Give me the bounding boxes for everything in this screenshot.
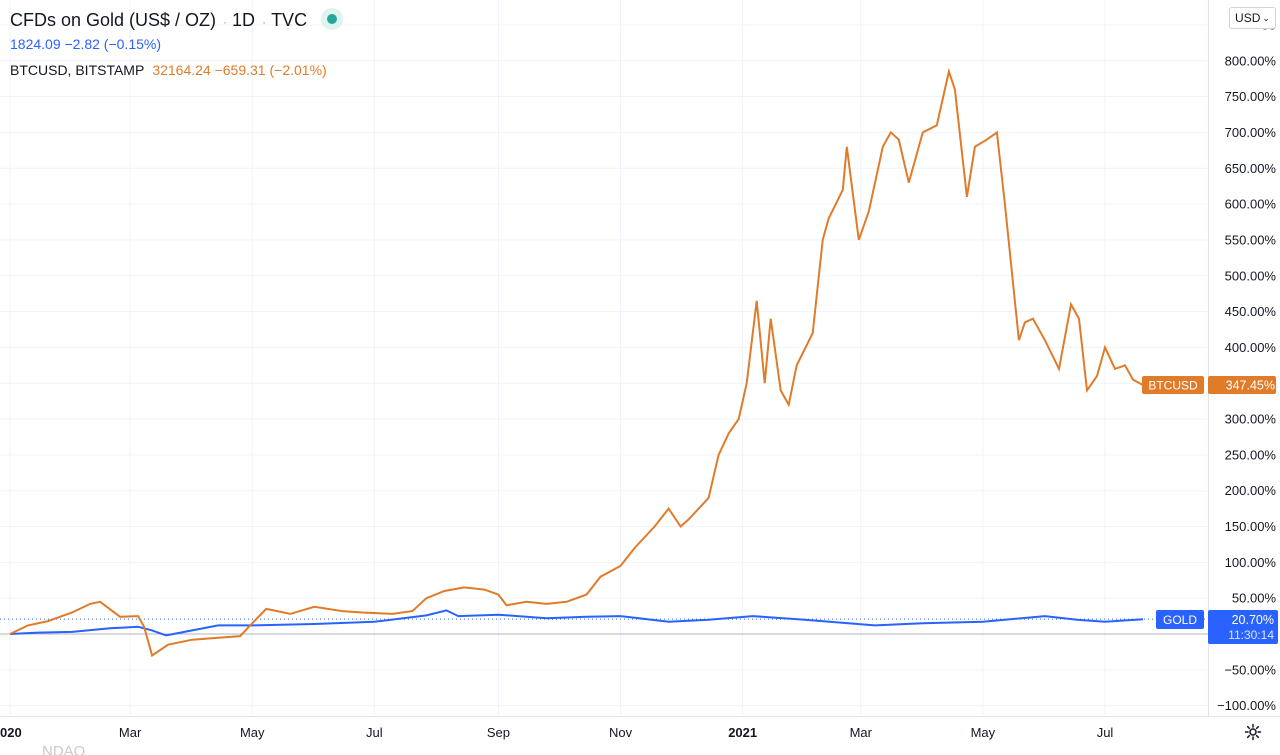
y-tick-label: 200.00%: [1225, 483, 1277, 498]
compare-symbol[interactable]: BTCUSD, BITSTAMP: [10, 62, 145, 78]
gold-tag: GOLD: [1163, 613, 1197, 627]
y-tick-label: 700.00%: [1225, 125, 1277, 140]
btc-tag: BTCUSD: [1148, 379, 1198, 393]
x-tick-label: Jul: [1097, 725, 1114, 740]
series-line-gold: [9, 609, 1144, 637]
separator-dot: ·: [223, 15, 228, 29]
x-tick-label: Mar: [850, 725, 873, 740]
y-tick-label: 550.00%: [1225, 232, 1277, 247]
gold-countdown: 11:30:14: [1228, 628, 1274, 642]
y-tick-label: 650.00%: [1225, 161, 1277, 176]
y-tick-label: 100.00%: [1225, 555, 1277, 570]
x-tick-label: May: [240, 725, 265, 740]
y-tick-label: 50.00%: [1232, 591, 1277, 606]
interval[interactable]: 1D: [232, 10, 256, 30]
y-tick-label: 600.00%: [1225, 197, 1277, 212]
x-axis[interactable]: 020 Mar May Jul Sep Nov 2021 Mar May Jul: [0, 725, 1113, 740]
currency-label: USD: [1235, 11, 1261, 25]
series-line-btcusd: [9, 67, 1144, 658]
compare-legend[interactable]: BTCUSD, BITSTAMP 32164.24 −659.31 (−2.01%…: [10, 62, 327, 78]
x-tick-label: May: [971, 725, 996, 740]
separator-dot: ·: [262, 15, 267, 29]
gear-icon: [1244, 723, 1262, 741]
x-tick-label: Mar: [119, 725, 142, 740]
y-tick-label: 450.00%: [1225, 304, 1277, 319]
x-tick-label: Nov: [609, 725, 633, 740]
y-tick-label: 500.00%: [1225, 268, 1277, 283]
currency-button[interactable]: USD ⌄: [1229, 7, 1276, 29]
y-tick-label: 750.00%: [1225, 89, 1277, 104]
x-tick-label: 020: [0, 725, 22, 740]
symbol-header[interactable]: CFDs on Gold (US$ / OZ) · 1D · TVC: [10, 8, 344, 31]
y-tick-label: −50.00%: [1224, 662, 1276, 677]
btc-value: 347.45%: [1226, 379, 1275, 393]
chevron-down-icon: ⌄: [1262, 12, 1270, 23]
live-dot-icon: [321, 8, 344, 30]
y-axis[interactable]: −100.00%−50.00%0.00%50.00%100.00%150.00%…: [1217, 17, 1276, 713]
settings-button[interactable]: [1238, 718, 1268, 746]
gold-price-label: GOLD 20.70% 11:30:14: [1156, 610, 1278, 644]
y-tick-label: −100.00%: [1217, 698, 1276, 713]
btc-price-label: BTCUSD 347.45%: [1142, 376, 1276, 394]
grid-lines: [0, 0, 1208, 716]
y-tick-label: 250.00%: [1225, 447, 1277, 462]
gold-quote: 1824.09 −2.82 (−0.15%): [10, 36, 162, 52]
y-tick-label: 150.00%: [1225, 519, 1277, 534]
x-tick-label: 2021: [728, 725, 757, 740]
x-tick-label: Jul: [366, 725, 383, 740]
symbol-title[interactable]: CFDs on Gold (US$ / OZ): [10, 10, 217, 30]
watermark: NDAQ: [42, 743, 85, 755]
y-tick-label: 400.00%: [1225, 340, 1277, 355]
x-tick-label: Sep: [487, 725, 510, 740]
y-tick-label: 800.00%: [1225, 53, 1277, 68]
gold-value: 20.70%: [1232, 613, 1274, 627]
compare-quote: 32164.24 −659.31 (−2.01%): [152, 62, 327, 78]
y-tick-label: 300.00%: [1225, 412, 1277, 427]
source: TVC: [271, 10, 308, 30]
